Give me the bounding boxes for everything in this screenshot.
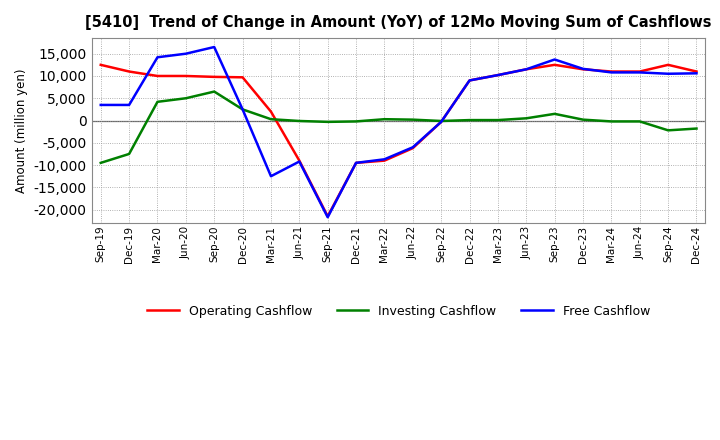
Operating Cashflow xyxy=(408,146,417,151)
Investing Cashflow xyxy=(210,89,219,94)
Operating Cashflow xyxy=(153,73,162,79)
Line: Investing Cashflow: Investing Cashflow xyxy=(101,92,696,163)
Investing Cashflow xyxy=(96,160,105,165)
Operating Cashflow xyxy=(636,69,644,74)
Investing Cashflow xyxy=(153,99,162,104)
Operating Cashflow xyxy=(494,73,503,78)
Line: Operating Cashflow: Operating Cashflow xyxy=(101,65,696,216)
Free Cashflow xyxy=(664,71,672,77)
Investing Cashflow xyxy=(181,95,190,101)
Free Cashflow xyxy=(96,103,105,108)
Investing Cashflow xyxy=(579,117,588,122)
Operating Cashflow xyxy=(238,75,247,80)
Y-axis label: Amount (million yen): Amount (million yen) xyxy=(15,68,28,193)
Free Cashflow xyxy=(295,159,304,164)
Free Cashflow xyxy=(636,70,644,75)
Operating Cashflow xyxy=(352,160,361,165)
Free Cashflow xyxy=(125,103,133,108)
Free Cashflow xyxy=(153,55,162,60)
Operating Cashflow xyxy=(96,62,105,67)
Legend: Operating Cashflow, Investing Cashflow, Free Cashflow: Operating Cashflow, Investing Cashflow, … xyxy=(143,300,655,323)
Investing Cashflow xyxy=(494,117,503,123)
Operating Cashflow xyxy=(607,69,616,74)
Operating Cashflow xyxy=(295,158,304,163)
Free Cashflow xyxy=(210,44,219,50)
Free Cashflow xyxy=(437,119,446,125)
Investing Cashflow xyxy=(550,111,559,117)
Free Cashflow xyxy=(266,174,275,179)
Investing Cashflow xyxy=(522,116,531,121)
Operating Cashflow xyxy=(380,158,389,163)
Free Cashflow xyxy=(522,66,531,72)
Title: [5410]  Trend of Change in Amount (YoY) of 12Mo Moving Sum of Cashflows: [5410] Trend of Change in Amount (YoY) o… xyxy=(86,15,712,30)
Investing Cashflow xyxy=(692,126,701,131)
Operating Cashflow xyxy=(266,109,275,114)
Investing Cashflow xyxy=(607,119,616,124)
Free Cashflow xyxy=(465,78,474,83)
Operating Cashflow xyxy=(465,78,474,83)
Free Cashflow xyxy=(579,66,588,71)
Free Cashflow xyxy=(494,73,503,78)
Investing Cashflow xyxy=(408,117,417,122)
Investing Cashflow xyxy=(295,118,304,124)
Investing Cashflow xyxy=(380,117,389,122)
Free Cashflow xyxy=(238,107,247,112)
Investing Cashflow xyxy=(437,118,446,124)
Investing Cashflow xyxy=(266,117,275,122)
Free Cashflow xyxy=(408,145,417,150)
Operating Cashflow xyxy=(125,69,133,74)
Free Cashflow xyxy=(550,57,559,62)
Free Cashflow xyxy=(352,160,361,165)
Investing Cashflow xyxy=(323,119,332,125)
Free Cashflow xyxy=(181,51,190,56)
Operating Cashflow xyxy=(210,74,219,80)
Operating Cashflow xyxy=(522,66,531,72)
Free Cashflow xyxy=(323,215,332,220)
Investing Cashflow xyxy=(636,119,644,124)
Operating Cashflow xyxy=(437,119,446,125)
Investing Cashflow xyxy=(238,107,247,112)
Free Cashflow xyxy=(380,157,389,162)
Investing Cashflow xyxy=(465,117,474,123)
Operating Cashflow xyxy=(323,214,332,219)
Operating Cashflow xyxy=(181,73,190,79)
Operating Cashflow xyxy=(579,66,588,72)
Operating Cashflow xyxy=(664,62,672,67)
Free Cashflow xyxy=(692,71,701,76)
Investing Cashflow xyxy=(125,151,133,157)
Operating Cashflow xyxy=(550,62,559,67)
Line: Free Cashflow: Free Cashflow xyxy=(101,47,696,217)
Investing Cashflow xyxy=(352,119,361,124)
Operating Cashflow xyxy=(692,69,701,74)
Free Cashflow xyxy=(607,70,616,75)
Investing Cashflow xyxy=(664,128,672,133)
